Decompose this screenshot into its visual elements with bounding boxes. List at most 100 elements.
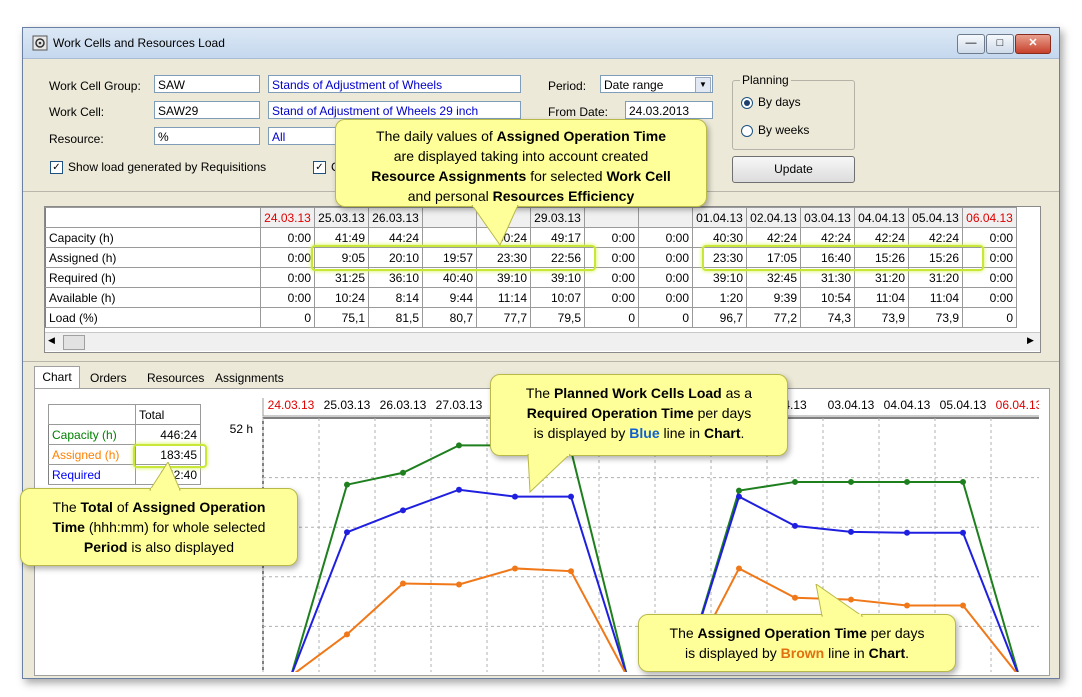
grid-cell[interactable]: 0:00: [260, 247, 315, 268]
grid-cell[interactable]: 81,5: [368, 307, 423, 328]
work-cell-group-name-field[interactable]: Stands of Adjustment of Wheels: [268, 75, 521, 93]
grid-cell[interactable]: 40:30: [692, 227, 747, 248]
work-cell-code-input[interactable]: SAW29: [154, 101, 260, 119]
grid-cell[interactable]: 0:00: [260, 267, 315, 288]
grid-cell[interactable]: 31:20: [908, 267, 963, 288]
grid-date-header[interactable]: 26.03.13: [368, 207, 423, 228]
grid-cell[interactable]: 0: [962, 307, 1017, 328]
grid-cell[interactable]: 19:57: [422, 247, 477, 268]
grid-cell[interactable]: 9:44: [422, 287, 477, 308]
update-button[interactable]: Update: [732, 156, 855, 183]
scroll-thumb[interactable]: [63, 335, 85, 350]
grid-date-header[interactable]: 02.04.13: [746, 207, 801, 228]
grid-cell[interactable]: 0:00: [260, 287, 315, 308]
grid-cell[interactable]: 15:26: [908, 247, 963, 268]
chevron-down-icon[interactable]: ▼: [695, 77, 711, 92]
grid-cell[interactable]: 73,9: [854, 307, 909, 328]
grid-cell[interactable]: 10:07: [530, 287, 585, 308]
grid-date-header[interactable]: 29.03.13: [530, 207, 585, 228]
close-button[interactable]: ✕: [1015, 34, 1051, 54]
period-select[interactable]: Date range ▼: [600, 75, 713, 93]
grid-cell[interactable]: 96,7: [692, 307, 747, 328]
grid-cell[interactable]: 39:10: [530, 267, 585, 288]
scroll-left-icon[interactable]: ◀: [48, 335, 55, 345]
grid-date-header[interactable]: 06.04.13: [962, 207, 1017, 228]
grid-cell[interactable]: 79,5: [530, 307, 585, 328]
tab-assignments[interactable]: Assignments: [215, 371, 284, 385]
grid-date-header[interactable]: 05.04.13: [908, 207, 963, 228]
grid-cell[interactable]: 44:24: [368, 227, 423, 248]
grid-cell[interactable]: 80,7: [422, 307, 477, 328]
grid-cell[interactable]: 42:24: [746, 227, 801, 248]
grid-cell[interactable]: 15:26: [854, 247, 909, 268]
grid-cell[interactable]: 39:10: [692, 267, 747, 288]
grid-cell[interactable]: 17:05: [746, 247, 801, 268]
by-weeks-radio[interactable]: [741, 125, 753, 137]
grid-date-header[interactable]: 25.03.13: [314, 207, 369, 228]
minimize-button[interactable]: —: [957, 34, 985, 54]
grid-cell[interactable]: 42:24: [800, 227, 855, 248]
grid-cell[interactable]: 11:04: [854, 287, 909, 308]
grid-cell[interactable]: 39:10: [476, 267, 531, 288]
grid-cell[interactable]: 31:25: [314, 267, 369, 288]
grid-cell[interactable]: 40:40: [422, 267, 477, 288]
grid-cell[interactable]: 42:24: [908, 227, 963, 248]
grid-cell[interactable]: 20:10: [368, 247, 423, 268]
grid-cell[interactable]: 22:56: [530, 247, 585, 268]
grid-cell[interactable]: 77,7: [476, 307, 531, 328]
grid-cell[interactable]: 0:00: [638, 267, 693, 288]
tab-resources[interactable]: Resources: [147, 371, 205, 385]
grid-date-header[interactable]: 01.04.13: [692, 207, 747, 228]
grid-cell[interactable]: 10:24: [314, 287, 369, 308]
grid-cell[interactable]: 16:40: [800, 247, 855, 268]
grid-cell[interactable]: 0:00: [638, 287, 693, 308]
grid-cell[interactable]: 49:17: [530, 227, 585, 248]
horizontal-scrollbar[interactable]: ◀ ▶: [45, 332, 1040, 351]
grid-cell[interactable]: 0:00: [962, 247, 1017, 268]
tab-orders[interactable]: Orders: [90, 371, 127, 385]
grid-cell[interactable]: 0:00: [584, 287, 639, 308]
grid-cell[interactable]: 0:00: [962, 287, 1017, 308]
grid-cell[interactable]: 11:14: [476, 287, 531, 308]
grid-date-header[interactable]: [638, 207, 693, 228]
grid-cell[interactable]: 41:49: [314, 227, 369, 248]
grid-cell[interactable]: 0: [584, 307, 639, 328]
grid-cell[interactable]: 0:00: [584, 267, 639, 288]
work-cell-group-code-input[interactable]: SAW: [154, 75, 260, 93]
grid-cell[interactable]: 23:30: [476, 247, 531, 268]
grid-cell[interactable]: 0:00: [638, 247, 693, 268]
grid-cell[interactable]: 74,3: [800, 307, 855, 328]
grid-cell[interactable]: 75,1: [314, 307, 369, 328]
grid-cell[interactable]: 0:00: [962, 267, 1017, 288]
grid-cell[interactable]: 11:04: [908, 287, 963, 308]
grid-date-header[interactable]: [584, 207, 639, 228]
grid-cell[interactable]: 9:05: [314, 247, 369, 268]
work-cell-name-field[interactable]: Stand of Adjustment of Wheels 29 inch: [268, 101, 521, 119]
tab-chart[interactable]: Chart: [34, 366, 80, 389]
grid-cell[interactable]: 0:00: [584, 227, 639, 248]
scroll-right-icon[interactable]: ▶: [1027, 335, 1034, 345]
resource-code-input[interactable]: %: [154, 127, 260, 145]
second-checkbox[interactable]: ✓: [313, 161, 326, 174]
grid-date-header[interactable]: 24.03.13: [260, 207, 315, 228]
grid-cell[interactable]: 77,2: [746, 307, 801, 328]
by-days-radio[interactable]: [741, 97, 753, 109]
grid-cell[interactable]: 31:20: [854, 267, 909, 288]
grid-date-header[interactable]: 03.04.13: [800, 207, 855, 228]
grid-cell[interactable]: 10:54: [800, 287, 855, 308]
grid-cell[interactable]: 1:20: [692, 287, 747, 308]
grid-cell[interactable]: 0: [260, 307, 315, 328]
grid-cell[interactable]: 73,9: [908, 307, 963, 328]
grid-cell[interactable]: 0:00: [584, 247, 639, 268]
show-requisitions-checkbox[interactable]: ✓: [50, 161, 63, 174]
grid-cell[interactable]: 0: [638, 307, 693, 328]
grid-date-header[interactable]: 04.04.13: [854, 207, 909, 228]
maximize-button[interactable]: □: [986, 34, 1014, 54]
grid-cell[interactable]: 8:14: [368, 287, 423, 308]
from-date-input[interactable]: 24.03.2013: [625, 101, 713, 119]
grid-cell[interactable]: 32:45: [746, 267, 801, 288]
grid-cell[interactable]: 0:00: [260, 227, 315, 248]
grid-date-header[interactable]: [422, 207, 477, 228]
grid-cell[interactable]: 0:00: [638, 227, 693, 248]
grid-cell[interactable]: 9:39: [746, 287, 801, 308]
